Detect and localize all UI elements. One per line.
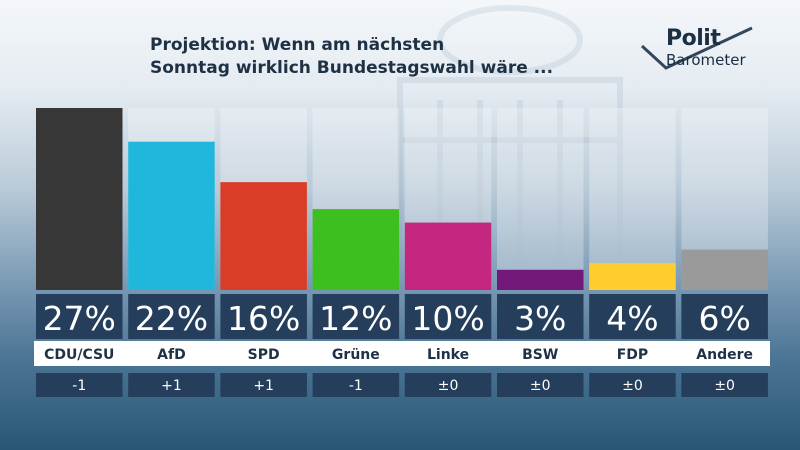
change-box-4 (404, 373, 492, 397)
change-box-2 (220, 373, 307, 397)
change-box-0 (36, 373, 123, 397)
category-label-5: BSW (522, 347, 558, 363)
change-label-1: +1 (161, 378, 182, 394)
change-box-5 (497, 373, 584, 397)
chart-title: Projektion: Wenn am nächsten Sonntag wir… (150, 34, 553, 80)
change-label-4: ±0 (438, 378, 459, 394)
change-box-3 (312, 373, 400, 397)
category-label-6: FDP (617, 347, 648, 363)
value-box-7 (681, 294, 768, 339)
value-label-5: 3% (514, 299, 566, 338)
value-label-4: 10% (411, 299, 484, 338)
category-label-3: Grüne (332, 347, 380, 363)
bar-2 (220, 182, 307, 290)
change-box-1 (128, 373, 215, 397)
change-label-7: ±0 (714, 378, 735, 394)
bar-background-6 (589, 108, 676, 290)
title-line-2: Sonntag wirklich Bundestagswahl wäre ... (150, 58, 554, 78)
change-label-0: -1 (72, 378, 86, 394)
value-box-4 (404, 294, 492, 339)
change-box-7 (681, 373, 768, 397)
bar-3 (312, 209, 400, 290)
change-label-3: -1 (349, 378, 363, 394)
change-label-5: ±0 (530, 378, 551, 394)
category-label-1: AfD (157, 347, 186, 363)
politbarometer-logo: Polit Barometer (640, 24, 760, 74)
change-label-6: ±0 (622, 378, 643, 394)
checkmark-icon (640, 26, 753, 70)
category-label-0: CDU/CSU (44, 347, 114, 363)
party-label-strip (34, 341, 770, 366)
category-label-2: SPD (248, 347, 280, 363)
value-box-0 (36, 294, 123, 339)
change-box-6 (589, 373, 676, 397)
value-box-3 (312, 294, 400, 339)
value-label-7: 6% (698, 299, 750, 338)
logo-word-barometer: Barometer (666, 51, 746, 69)
value-box-6 (589, 294, 676, 339)
category-label-4: Linke (427, 347, 469, 363)
value-label-6: 4% (606, 299, 658, 338)
logo-word-polit: Polit (666, 26, 721, 51)
change-label-2: +1 (253, 378, 274, 394)
value-box-5 (497, 294, 584, 339)
bar-background-5 (497, 108, 584, 290)
bar-1 (128, 141, 215, 290)
value-label-2: 16% (227, 299, 300, 338)
category-label-7: Andere (696, 347, 753, 363)
bar-5 (497, 269, 584, 290)
bar-6 (589, 263, 676, 290)
value-box-2 (220, 294, 307, 339)
value-box-1 (128, 294, 215, 339)
bar-7 (681, 249, 768, 290)
title-line-1: Projektion: Wenn am nächsten (150, 35, 445, 55)
bar-0 (36, 108, 123, 290)
value-label-0: 27% (43, 299, 116, 338)
value-label-1: 22% (135, 299, 208, 338)
value-label-3: 12% (319, 299, 392, 338)
bar-4 (404, 222, 492, 290)
